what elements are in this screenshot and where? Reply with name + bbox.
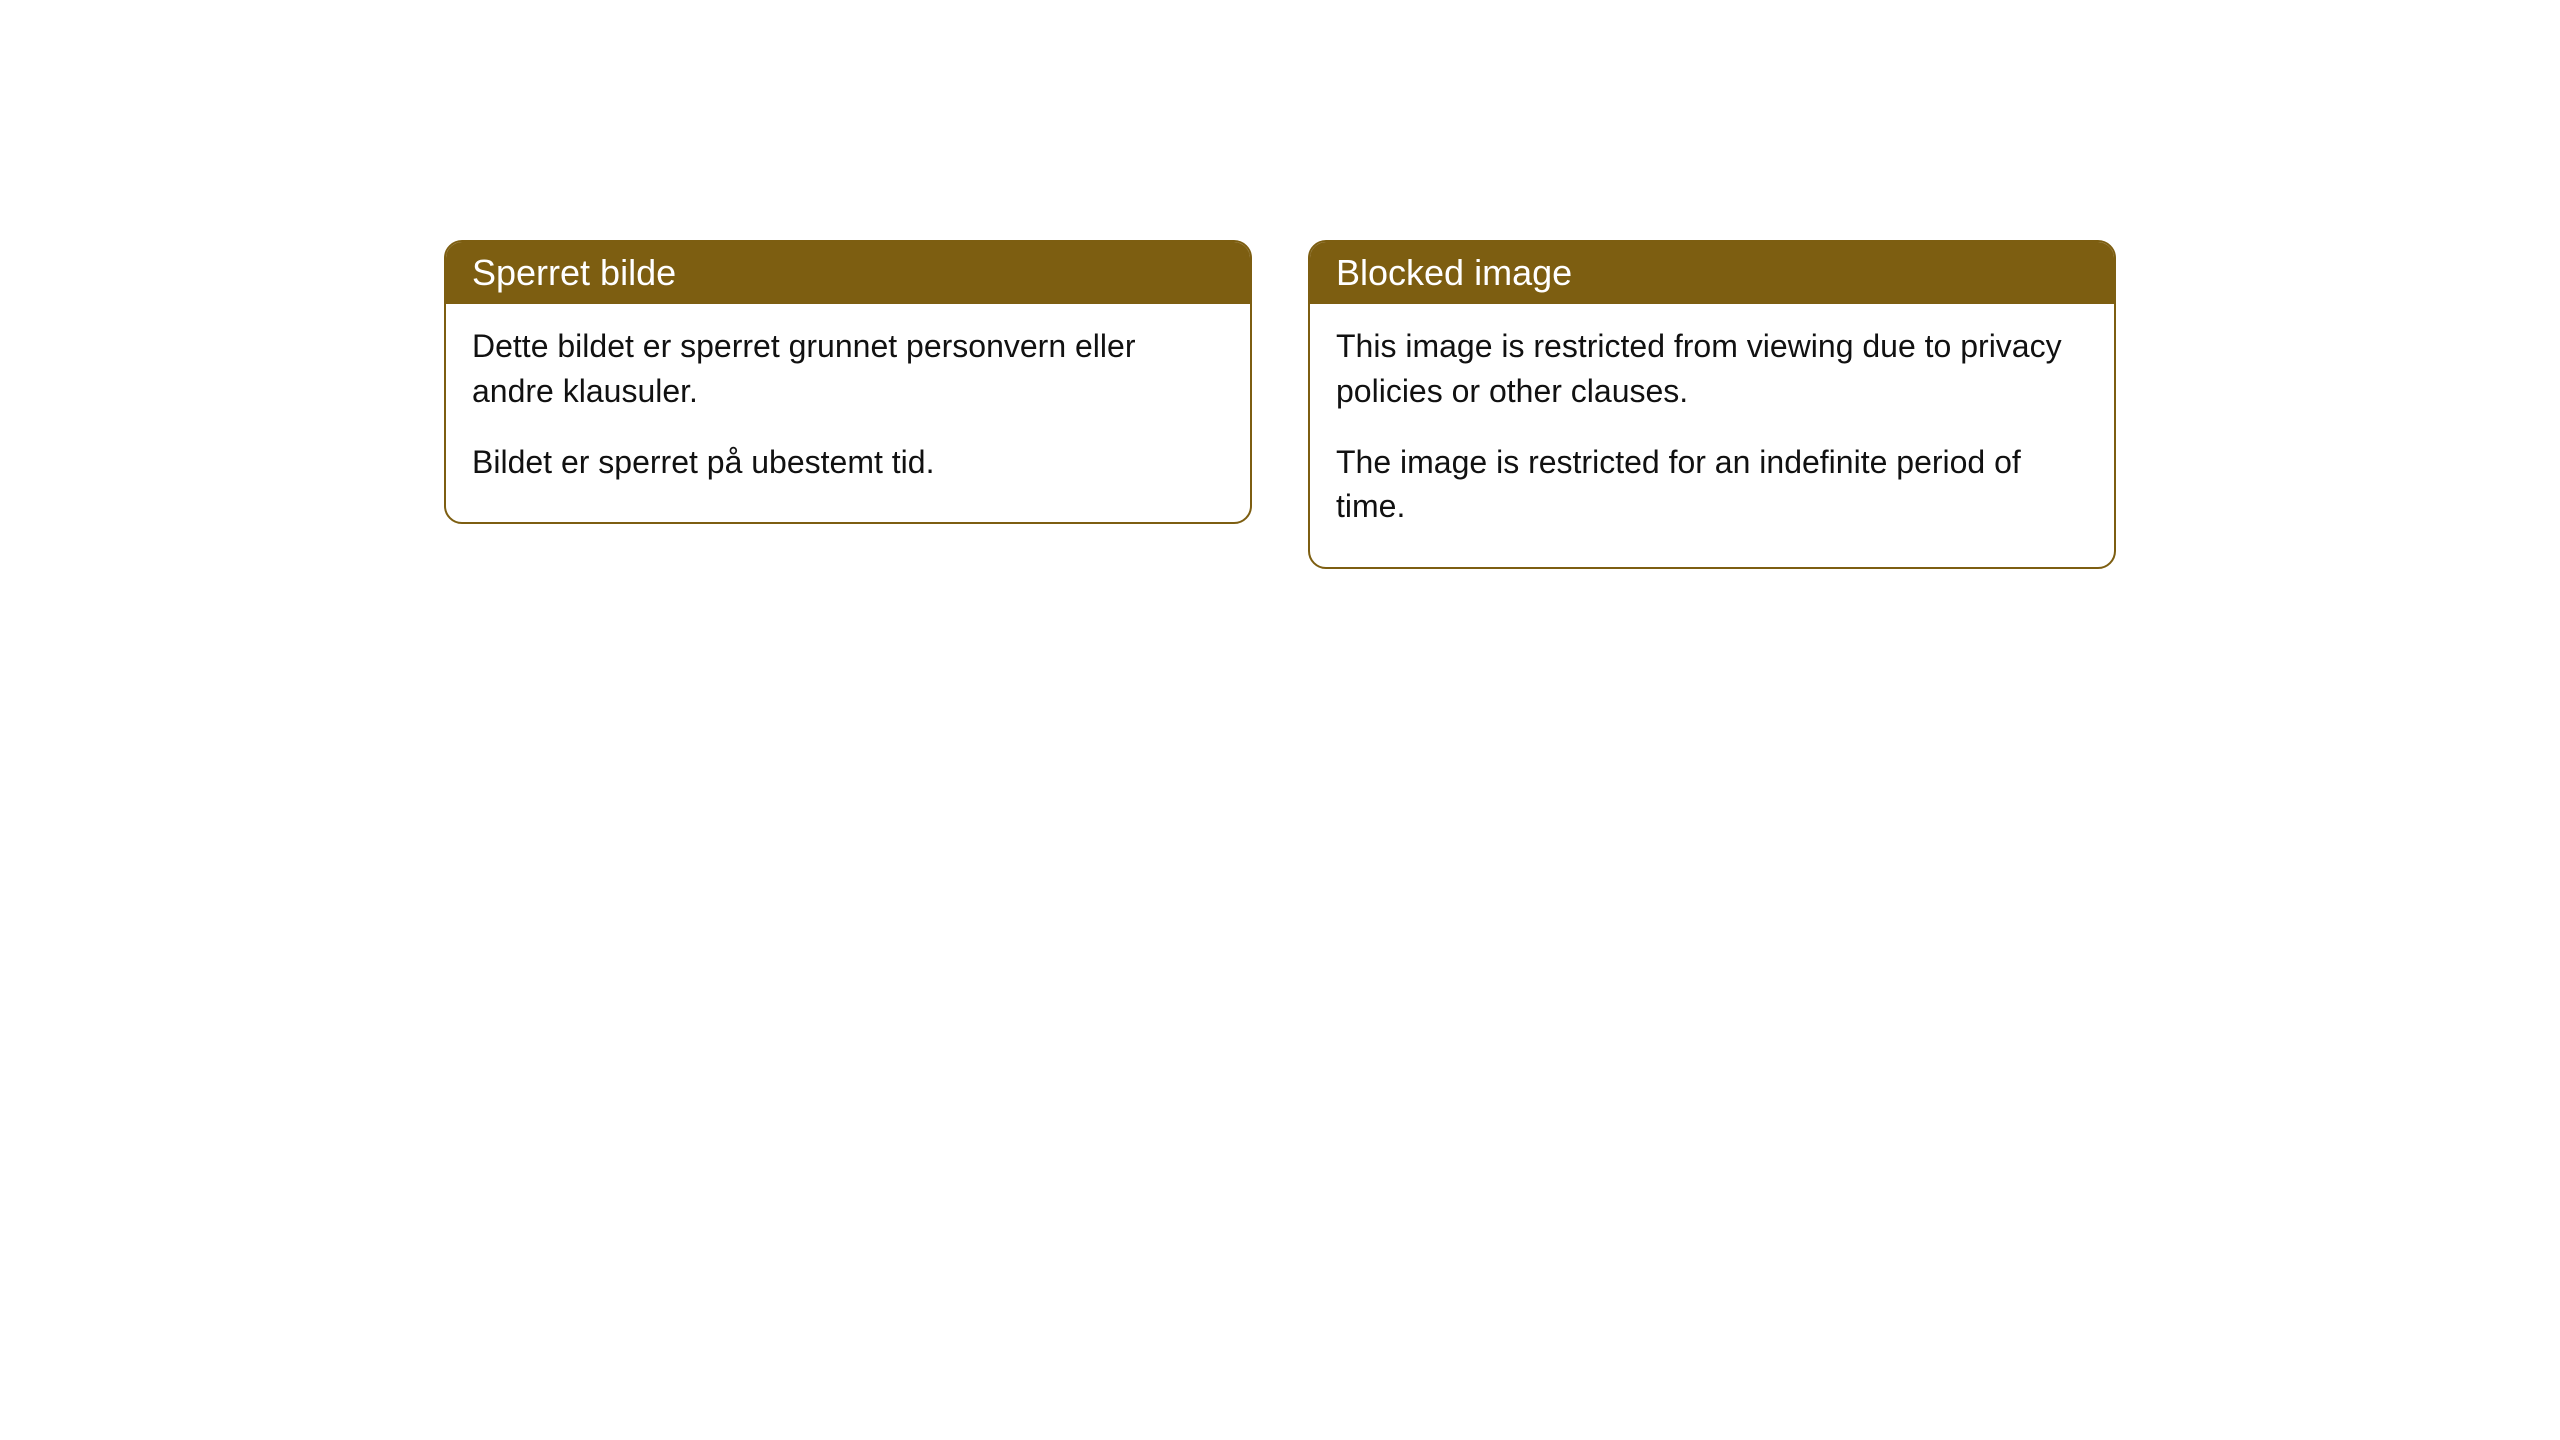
blocked-image-card-english: Blocked image This image is restricted f… [1308, 240, 2116, 569]
card-paragraph-1-norwegian: Dette bildet er sperret grunnet personve… [472, 324, 1224, 414]
card-header-norwegian: Sperret bilde [446, 242, 1250, 304]
card-body-norwegian: Dette bildet er sperret grunnet personve… [446, 304, 1250, 522]
card-paragraph-1-english: This image is restricted from viewing du… [1336, 324, 2088, 414]
blocked-image-card-norwegian: Sperret bilde Dette bildet er sperret gr… [444, 240, 1252, 524]
card-title-norwegian: Sperret bilde [472, 252, 676, 293]
card-paragraph-2-norwegian: Bildet er sperret på ubestemt tid. [472, 440, 1224, 485]
card-paragraph-2-english: The image is restricted for an indefinit… [1336, 440, 2088, 530]
card-title-english: Blocked image [1336, 252, 1572, 293]
card-body-english: This image is restricted from viewing du… [1310, 304, 2114, 567]
card-header-english: Blocked image [1310, 242, 2114, 304]
